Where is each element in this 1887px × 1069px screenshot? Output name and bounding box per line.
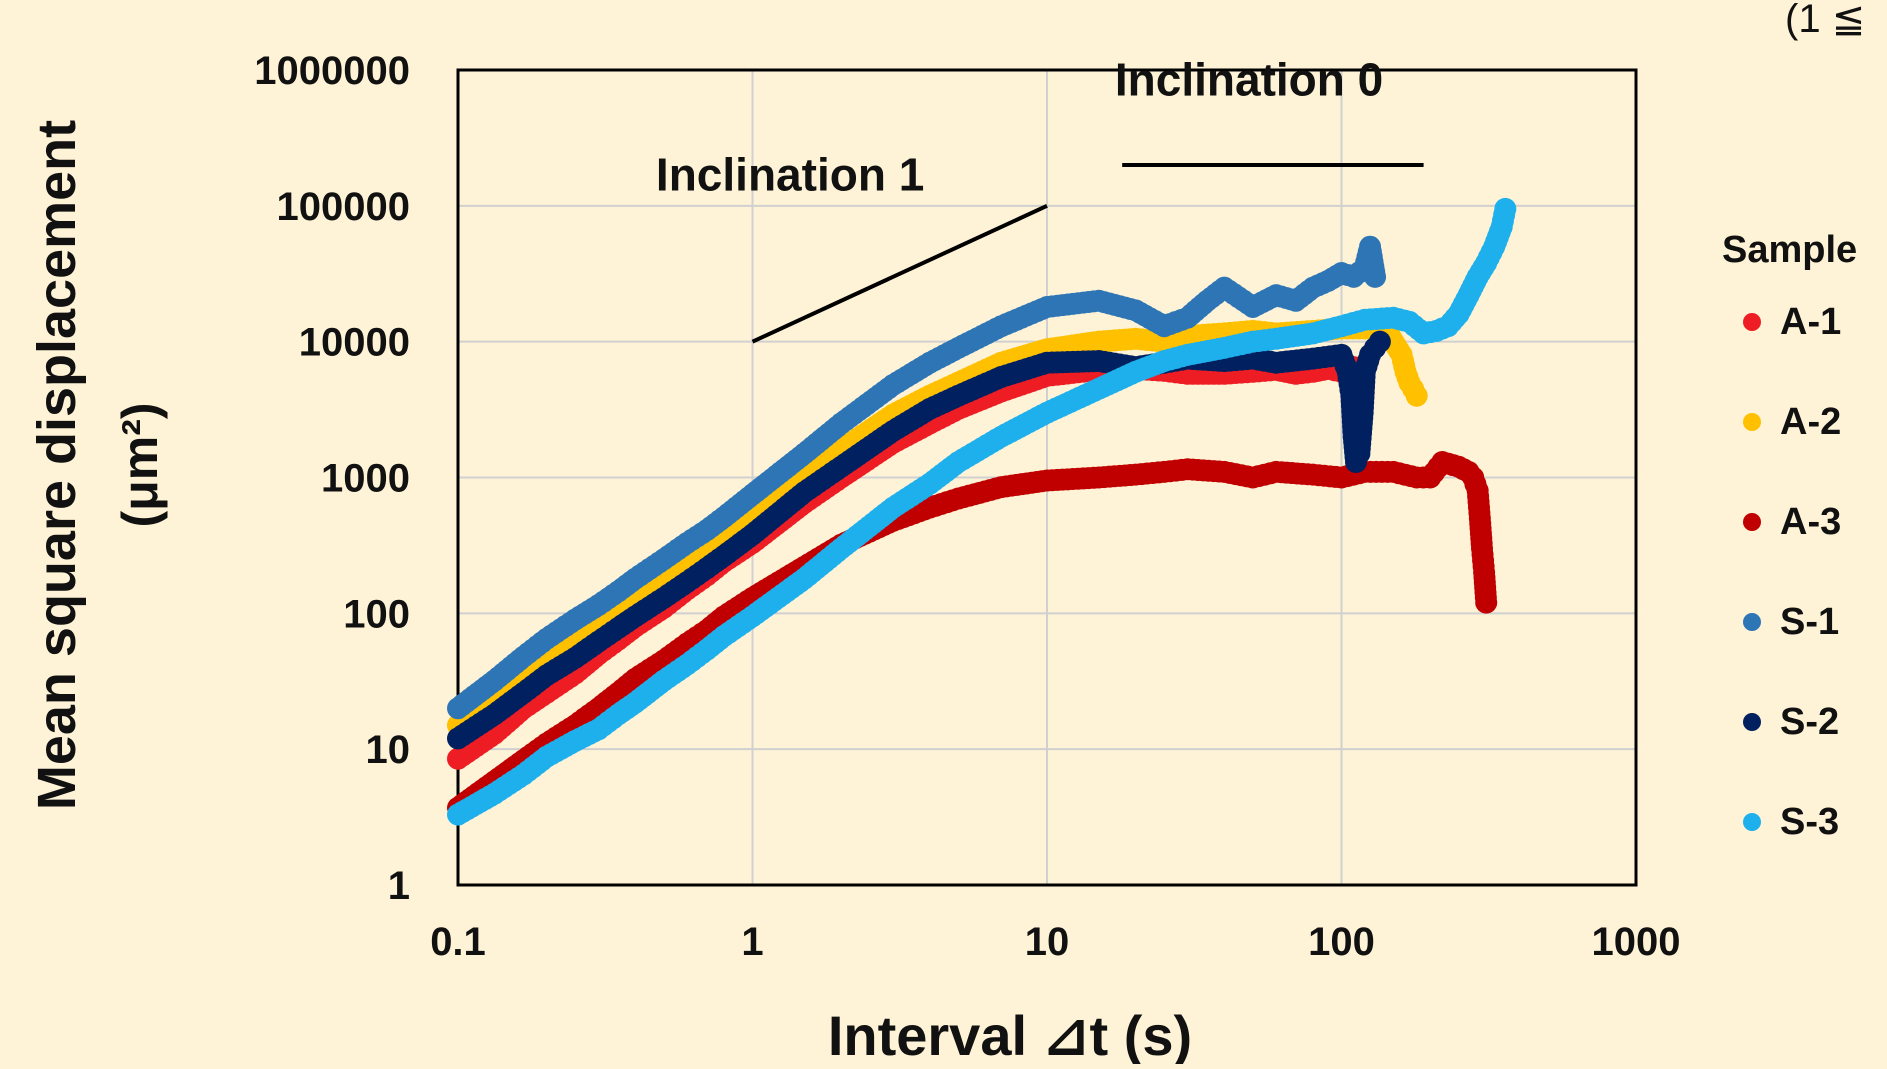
x-tick-label: 0.1 bbox=[430, 920, 486, 964]
x-tick-label: 1 bbox=[741, 920, 763, 964]
y-tick-label: 100000 bbox=[277, 185, 410, 229]
y-tick-label: 1000 bbox=[321, 457, 410, 501]
legend-marker bbox=[1743, 513, 1761, 531]
data-point bbox=[1364, 265, 1387, 288]
legend-marker bbox=[1743, 813, 1761, 831]
x-tick-label: 100 bbox=[1308, 920, 1375, 964]
data-point bbox=[1494, 197, 1517, 220]
y-tick-label: 100 bbox=[343, 592, 410, 636]
tick-labels: 0.1 1 10 100 1000 1 10 100 1000 10000 100000 100000… bbox=[254, 49, 1680, 964]
annotations: Inclination 1 Inclination 0 bbox=[656, 53, 1424, 344]
annotation-label: Inclination 0 bbox=[1115, 53, 1383, 105]
series-A-3 bbox=[447, 451, 1498, 819]
legend-label: A-3 bbox=[1780, 501, 1841, 543]
legend-marker bbox=[1743, 313, 1761, 331]
x-axis-label: Interval ⊿t (s) bbox=[828, 1004, 1192, 1064]
legend: A-1 A-2 A-3 S-1 S-2 S-3 bbox=[1743, 301, 1841, 843]
legend-label: S-1 bbox=[1780, 601, 1839, 643]
plot-area-frame bbox=[456, 68, 1638, 887]
legend-marker bbox=[1743, 613, 1761, 631]
y-axis-unit: (μm²) bbox=[112, 403, 168, 528]
legend-label: S-3 bbox=[1780, 801, 1839, 843]
annotation-label: Inclination 1 bbox=[656, 148, 924, 200]
legend-title: Sample bbox=[1722, 229, 1857, 271]
legend-marker bbox=[1743, 413, 1761, 431]
legend-label: S-2 bbox=[1780, 701, 1839, 743]
y-tick-label: 1000000 bbox=[254, 49, 410, 93]
y-tick-label: 10 bbox=[366, 728, 411, 772]
legend-label: A-2 bbox=[1780, 401, 1841, 443]
x-tick-label: 1000 bbox=[1592, 920, 1681, 964]
legend-marker bbox=[1743, 713, 1761, 731]
series-S-2 bbox=[447, 330, 1391, 750]
y-tick-label: 10000 bbox=[299, 321, 410, 365]
corner-note: (1 ≦ bbox=[1785, 0, 1865, 41]
data-point bbox=[1475, 591, 1498, 614]
series-S-3 bbox=[447, 197, 1517, 826]
series-layer bbox=[447, 197, 1517, 826]
data-point bbox=[1405, 384, 1428, 407]
y-axis-label: Mean square displacement bbox=[27, 120, 87, 810]
x-tick-label: 10 bbox=[1025, 920, 1070, 964]
annotation-line bbox=[751, 204, 1048, 344]
legend-label: A-1 bbox=[1780, 301, 1841, 343]
y-tick-label: 1 bbox=[388, 864, 410, 908]
series-S-1 bbox=[447, 235, 1387, 720]
data-point bbox=[1368, 330, 1391, 353]
